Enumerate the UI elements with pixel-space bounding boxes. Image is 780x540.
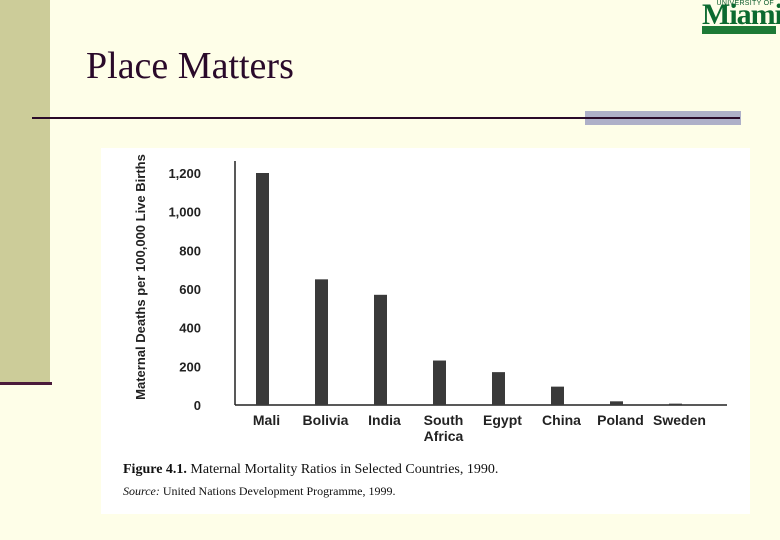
- x-tick-label: Sweden: [653, 412, 706, 428]
- y-tick-label: 1,200: [168, 166, 201, 181]
- y-axis-label: Maternal Deaths per 100,000 Live Births: [133, 154, 148, 400]
- caption-label: Figure 4.1.: [123, 462, 187, 477]
- y-tick-label: 200: [179, 359, 201, 374]
- bar: [374, 294, 387, 405]
- y-tick-label: 600: [179, 282, 201, 297]
- logo-word: Miami: [702, 0, 780, 31]
- bar: [492, 372, 505, 405]
- x-tick-label: Poland: [597, 412, 644, 428]
- left-accent-bar: [0, 0, 50, 382]
- x-tick-label: Bolivia: [303, 412, 349, 428]
- bar: [551, 386, 564, 405]
- x-tick-label: Egypt: [483, 412, 522, 428]
- x-tick-label: Mali: [253, 412, 280, 428]
- y-tick-label: 800: [179, 243, 201, 258]
- bar: [669, 403, 682, 405]
- figure-image: 0 200 400 600 800 1,000 1,200 Maternal Deaths p…: [101, 148, 750, 514]
- university-logo: Miami UNIVERSITY OF: [702, 0, 780, 36]
- figure-source: Source: United Nations Development Progr…: [123, 484, 396, 499]
- caption-text: Maternal Mortality Ratios in Selected Co…: [190, 462, 499, 477]
- source-text: United Nations Development Programme, 19…: [162, 484, 396, 498]
- left-accent-line: [0, 382, 52, 385]
- bar: [610, 401, 623, 405]
- bar-chart: 0 200 400 600 800 1,000 1,200 Maternal Deaths p…: [133, 154, 727, 444]
- bar: [433, 360, 446, 405]
- x-tick-label: South: [424, 412, 464, 428]
- source-label: Source:: [123, 484, 160, 498]
- bar: [256, 173, 269, 405]
- y-tick-label: 400: [179, 321, 201, 336]
- x-tick-label: India: [368, 412, 401, 428]
- bar: [315, 279, 328, 405]
- x-tick-label: Africa: [424, 428, 464, 444]
- y-tick-label: 0: [194, 398, 201, 413]
- logo-top-text: UNIVERSITY OF: [716, 0, 774, 7]
- x-tick-label: China: [542, 412, 581, 428]
- y-tick-label: 1,000: [168, 205, 201, 220]
- figure-caption: Figure 4.1. Maternal Mortality Ratios in…: [123, 462, 498, 478]
- logo-bar: [702, 26, 776, 34]
- title-rule: [32, 117, 740, 119]
- slide-title: Place Matters: [86, 45, 294, 87]
